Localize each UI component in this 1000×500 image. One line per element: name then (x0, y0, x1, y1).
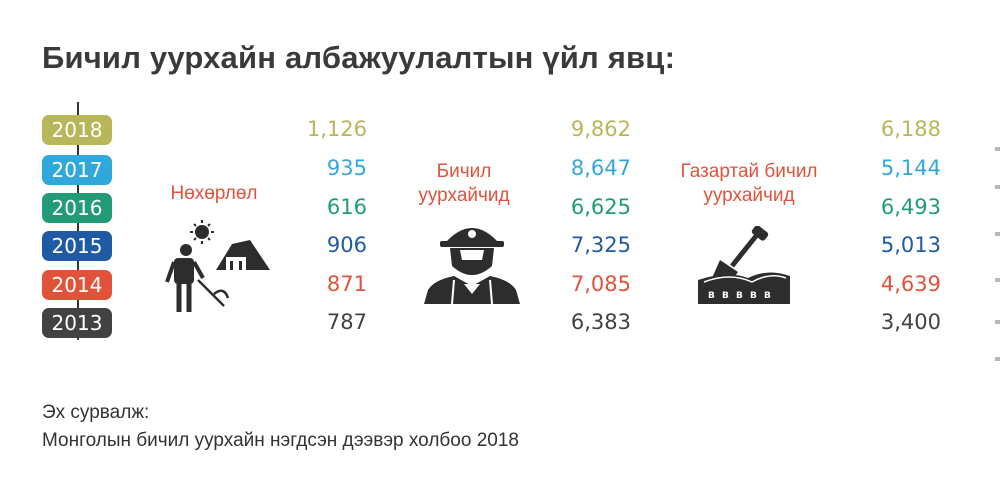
value-1-2015: 906 (326, 233, 367, 257)
category-label-landed-miners: Газартай бичил уурхайчид (680, 161, 818, 206)
year-pill-2014: 2014 (42, 270, 112, 300)
edge-mark (995, 185, 1000, 189)
miner-helmet-worker-icon (424, 228, 520, 304)
value-2-2015: 7,325 (570, 233, 631, 257)
value-1-2014: 871 (326, 272, 367, 296)
year-pill-2013: 2013 (42, 308, 112, 338)
value-3-2014: 4,639 (880, 272, 941, 296)
year-pill-2018: 2018 (42, 115, 112, 145)
year-pill-2017: 2017 (42, 155, 112, 185)
value-2-2016: 6,625 (570, 195, 631, 219)
svg-text:B: B (708, 291, 715, 301)
year-pill-2015: 2015 (42, 231, 112, 261)
value-3-2018: 6,188 (880, 117, 941, 141)
value-3-2016: 6,493 (880, 195, 941, 219)
value-1-2017: 935 (326, 156, 367, 180)
edge-mark (995, 320, 1000, 324)
svg-text:B: B (750, 291, 757, 301)
edge-mark (995, 232, 1000, 236)
svg-text:B: B (764, 291, 771, 301)
category-label-partnerships: Нөхөрлөл (170, 183, 258, 204)
edge-mark (995, 357, 1000, 361)
miner-with-pickaxe-icon (165, 220, 270, 312)
value-2-2018: 9,862 (570, 117, 631, 141)
value-1-2018: 1,126 (306, 117, 367, 141)
year-pill-2016: 2016 (42, 193, 112, 223)
value-3-2015: 5,013 (880, 233, 941, 257)
category-label-miners: Бичил уурхайчид (418, 161, 510, 206)
edge-mark (995, 147, 1000, 151)
svg-text:B: B (736, 291, 743, 301)
value-2-2017: 8,647 (570, 156, 631, 180)
value-3-2013: 3,400 (880, 310, 941, 334)
value-1-2016: 616 (326, 195, 367, 219)
value-2-2014: 7,085 (570, 272, 631, 296)
value-2-2013: 6,383 (570, 310, 631, 334)
edge-mark (995, 278, 1000, 282)
svg-text:B: B (722, 291, 729, 301)
value-1-2013: 787 (326, 310, 367, 334)
source-label: Эх сурвалж: (42, 402, 150, 423)
page-title: Бичил уурхайн албажуулалтын үйл явц: (42, 40, 676, 75)
value-3-2017: 5,144 (880, 156, 941, 180)
source-text: Монголын бичил уурхайн нэгдсэн дээвэр хо… (42, 430, 519, 451)
